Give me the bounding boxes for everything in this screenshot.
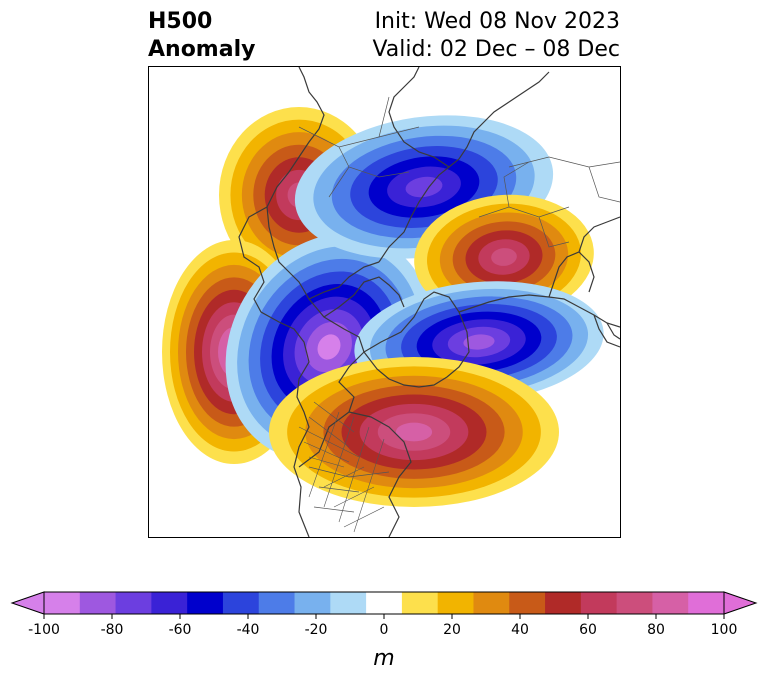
colorbar-bin bbox=[330, 592, 367, 614]
colorbar-bin bbox=[222, 592, 260, 614]
map-canvas bbox=[162, 67, 620, 537]
title-anomaly: Anomaly bbox=[148, 37, 256, 62]
colorbar-bin bbox=[151, 592, 188, 614]
coast-greenland bbox=[363, 291, 470, 388]
colorbar-tick-label: -40 bbox=[237, 622, 260, 636]
map-dates: Init: Wed 08 Nov 2023 Valid: 02 Dec – 08… bbox=[372, 8, 620, 64]
colorbar-extend-low bbox=[10, 591, 45, 615]
colorbar-bin bbox=[652, 592, 689, 614]
colorbar-tick-label: -20 bbox=[305, 622, 328, 636]
anomaly-contour bbox=[317, 334, 341, 360]
coast-arctic-islands bbox=[308, 261, 405, 318]
colorbar-bin bbox=[473, 592, 510, 614]
title-variable: H500 bbox=[148, 9, 213, 34]
colorbar-bin bbox=[79, 592, 117, 614]
colorbar-extend-high bbox=[723, 591, 758, 615]
colorbar-tick-label: -60 bbox=[169, 622, 192, 636]
coast-siberia bbox=[378, 71, 550, 263]
colorbar-bin bbox=[294, 592, 331, 614]
anomaly-east-us-ridge bbox=[269, 357, 559, 507]
colorbar-bin bbox=[187, 592, 224, 614]
init-date: Init: Wed 08 Nov 2023 bbox=[374, 9, 620, 34]
colorbar-bin bbox=[437, 592, 474, 614]
valid-range: Valid: 02 Dec – 08 Dec bbox=[372, 37, 620, 62]
coast-north-america bbox=[266, 67, 365, 468]
colorbar-bin bbox=[688, 592, 725, 614]
colorbar-bin bbox=[115, 592, 152, 614]
colorbar-tick-label: 40 bbox=[511, 622, 529, 636]
colorbar-bin bbox=[258, 592, 296, 614]
colorbar-bin bbox=[545, 592, 582, 614]
coast-mediterranean bbox=[593, 314, 620, 348]
colorbar-bin bbox=[580, 592, 618, 614]
anomaly-contour bbox=[395, 422, 433, 442]
colorbar-tick-label: -80 bbox=[101, 622, 124, 636]
colorbar-tick-label: 80 bbox=[647, 622, 665, 636]
colorbar-tick-label: 0 bbox=[380, 622, 389, 636]
colorbar-bin bbox=[509, 592, 546, 614]
country-borders bbox=[298, 96, 620, 513]
anomaly-west-canada-trough bbox=[225, 233, 433, 461]
colorbar-tick-label: -100 bbox=[28, 622, 60, 636]
coastlines bbox=[238, 67, 620, 537]
colorbar: -100 -80 -60 -40 -20 0 20 40 60 80 100 bbox=[10, 591, 758, 636]
coast-asia bbox=[388, 67, 450, 168]
anomaly-map bbox=[148, 66, 621, 538]
coast-hudson bbox=[348, 411, 412, 537]
anomaly-contour bbox=[463, 334, 495, 350]
map-title: H500 Anomaly bbox=[148, 8, 255, 64]
colorbar-bin bbox=[616, 592, 653, 614]
coast-scandinavia bbox=[548, 216, 620, 298]
colorbar-tick-label: 20 bbox=[443, 622, 461, 636]
coast-alaska bbox=[238, 206, 310, 537]
colorbar-bin bbox=[366, 592, 403, 614]
colorbar-tick-label: 60 bbox=[579, 622, 597, 636]
state-borders bbox=[298, 401, 385, 533]
colorbar-bin bbox=[401, 592, 439, 614]
anomaly-contour bbox=[491, 248, 517, 266]
colorbar-unit-label: m bbox=[373, 646, 395, 671]
colorbar-tick-label: 100 bbox=[711, 622, 738, 636]
colorbar-bin bbox=[44, 592, 81, 614]
